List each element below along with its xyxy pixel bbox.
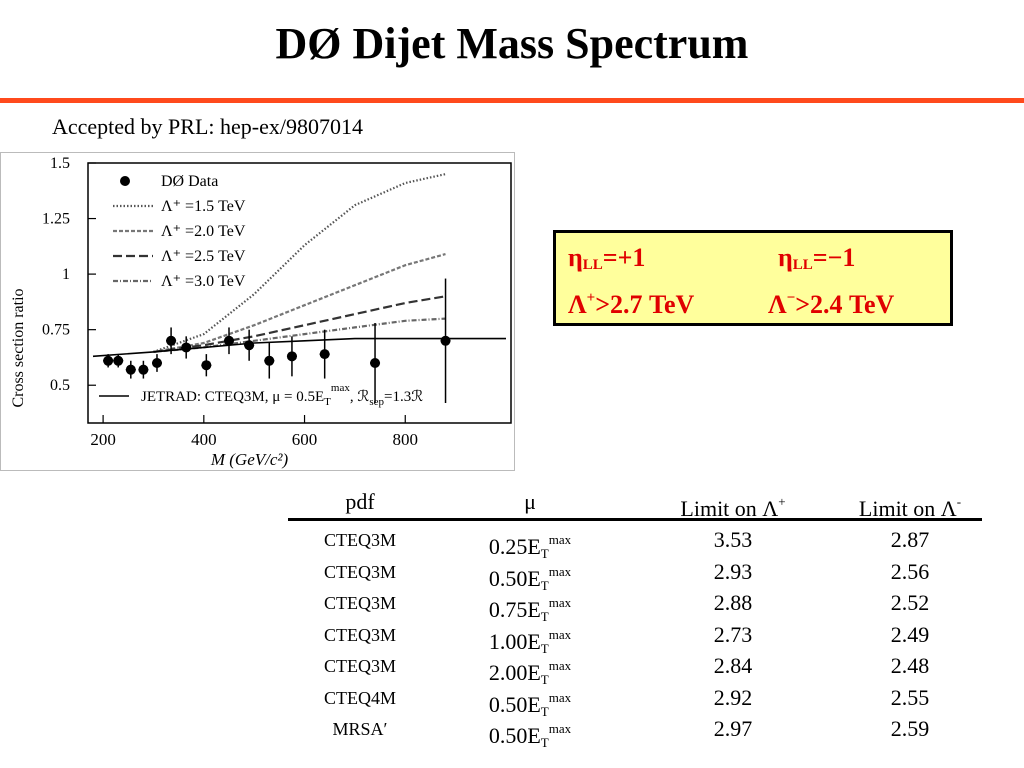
table-row: CTEQ3M 0.75ETmax 2.88 2.52 <box>288 587 982 624</box>
table-row: CTEQ3M 0.50ETmax 2.93 2.56 <box>288 556 982 593</box>
table-row: CTEQ3M 1.00ETmax 2.73 2.49 <box>288 619 982 656</box>
cell-mu: 0.50ETmax <box>488 721 572 750</box>
cell-pdf: CTEQ4M <box>324 687 396 708</box>
x-axis-label: M (GeV/c²) <box>210 450 289 469</box>
data-point <box>370 358 381 368</box>
y-tick-label: 0.5 <box>50 377 70 394</box>
lambda-positive-limit: Λ+>2.7 TeV <box>568 290 695 319</box>
baseline-legend-part: , ℛ <box>350 389 370 405</box>
lambda-negative-limit: Λ−>2.4 TeV <box>768 290 895 319</box>
table-row: MRSA′ 0.50ETmax 2.97 2.59 <box>288 713 982 750</box>
data-point <box>201 360 212 371</box>
cell-pdf: MRSA′ <box>332 719 388 739</box>
cell-pdf: CTEQ3M <box>324 593 396 613</box>
title-divider <box>0 98 1024 103</box>
data-point <box>319 349 330 360</box>
y-tick-label: 0.75 <box>42 322 70 339</box>
eta-positive: ηLL=+1 <box>568 243 646 273</box>
data-point <box>166 335 177 346</box>
cell-limit-negative: 2.56 <box>890 558 930 584</box>
x-tick-label: 400 <box>191 430 217 449</box>
cell-limit-negative: 2.55 <box>890 684 930 710</box>
legend-label: Λ⁺ =2.5 TeV <box>161 248 246 265</box>
cell-mu: 0.50ETmax <box>488 563 572 593</box>
cell-limit-negative: 2.48 <box>890 653 930 678</box>
cell-limit-positive: 2.73 <box>713 621 753 647</box>
cell-limit-negative: 2.52 <box>890 590 930 615</box>
subtitle: Accepted by PRL: hep-ex/9807014 <box>52 114 363 139</box>
data-point <box>151 358 162 368</box>
y-tick-label: 1 <box>62 266 70 283</box>
plot-svg: 200 400 600 800 1.5 1.25 1 0.75 0.5 M (GeV/c²) Cro… <box>10 155 512 469</box>
cell-limit-positive: 2.88 <box>713 590 753 615</box>
baseline-legend-part: =1.3ℛ <box>384 389 423 405</box>
baseline-legend-part: max <box>331 382 350 394</box>
header-pdf: pdf <box>345 489 375 514</box>
cell-pdf: CTEQ3M <box>324 561 396 582</box>
y-tick-label: 1.25 <box>42 211 70 228</box>
cell-mu: 1.00ETmax <box>488 626 572 656</box>
cell-mu: 0.75ETmax <box>488 595 572 624</box>
cell-limit-positive: 2.84 <box>713 653 753 678</box>
data-point <box>286 351 297 362</box>
plot-frame <box>87 162 512 424</box>
table-header-rule <box>288 518 982 521</box>
table-header: pdf μ Limit on Λ+ Limit on Λ- <box>288 486 982 521</box>
y-tick-label: 1.5 <box>50 155 70 172</box>
legend-label: Λ⁺ =2.0 TeV <box>161 223 246 240</box>
header-limit-positive: Limit on Λ+ <box>680 494 786 521</box>
data-point <box>181 342 192 353</box>
cell-limit-negative: 2.49 <box>890 621 930 647</box>
eta-negative: ηLL=−1 <box>778 243 856 273</box>
cell-limit-positive: 2.92 <box>713 684 753 710</box>
data-point <box>113 355 124 366</box>
header-limit-negative: Limit on Λ- <box>858 494 962 521</box>
legend-label: Λ⁺ =1.5 TeV <box>161 198 246 215</box>
x-tick-label: 600 <box>292 430 318 449</box>
cell-mu: 0.50ETmax <box>488 689 572 719</box>
table-row: CTEQ3M 0.25ETmax 3.53 2.87 <box>288 524 982 561</box>
cross-section-plot: 200 400 600 800 1.5 1.25 1 0.75 0.5 M (GeV/c²) Cro… <box>0 152 515 471</box>
baseline-legend-part: JETRAD: CTEQ3M, μ = 0.5E <box>141 389 324 405</box>
cell-mu: 0.25ETmax <box>488 532 572 561</box>
data-point <box>103 355 114 366</box>
limits-box: ηLL=+1 ηLL=−1 Λ+>2.7 TeV Λ−>2.4 TeV <box>553 230 953 326</box>
x-tick-label: 200 <box>90 430 116 449</box>
cell-pdf: CTEQ3M <box>324 530 396 550</box>
data-point <box>125 364 136 375</box>
cell-pdf: CTEQ3M <box>324 624 396 645</box>
baseline-legend-label: JETRAD: CTEQ3M, μ = 0.5ETmax, ℛsep=1.3ℛ <box>141 382 423 408</box>
table-row: CTEQ3M 2.00ETmax 2.84 2.48 <box>288 650 982 687</box>
legend-label: Λ⁺ =3.0 TeV <box>161 273 246 290</box>
cell-mu: 2.00ETmax <box>488 658 572 687</box>
cell-limit-positive: 3.53 <box>713 527 753 552</box>
series-line <box>153 173 446 353</box>
y-axis-label: Cross section ratio <box>10 288 27 407</box>
data-point <box>440 335 451 346</box>
data-point <box>138 364 149 375</box>
baseline-legend-part: T <box>324 396 331 408</box>
cell-limit-positive: 2.93 <box>713 558 753 584</box>
cell-pdf: CTEQ3M <box>324 656 396 676</box>
data-point <box>264 355 275 366</box>
x-tick-label: 800 <box>393 430 419 449</box>
cell-limit-negative: 2.87 <box>890 527 930 552</box>
series-line <box>153 253 446 353</box>
page-title: DØ Dijet Mass Spectrum <box>275 19 749 68</box>
data-point <box>224 335 234 346</box>
cell-limit-negative: 2.59 <box>890 716 930 741</box>
cell-limit-positive: 2.97 <box>713 716 753 741</box>
table-row: CTEQ4M 0.50ETmax 2.92 2.55 <box>288 682 982 719</box>
legend-marker <box>120 176 130 186</box>
baseline-legend-part: sep <box>369 396 384 408</box>
series-line <box>92 337 506 358</box>
legend-label: DØ Data <box>161 173 218 190</box>
data-point <box>244 340 255 351</box>
header-mu: μ <box>524 489 536 514</box>
